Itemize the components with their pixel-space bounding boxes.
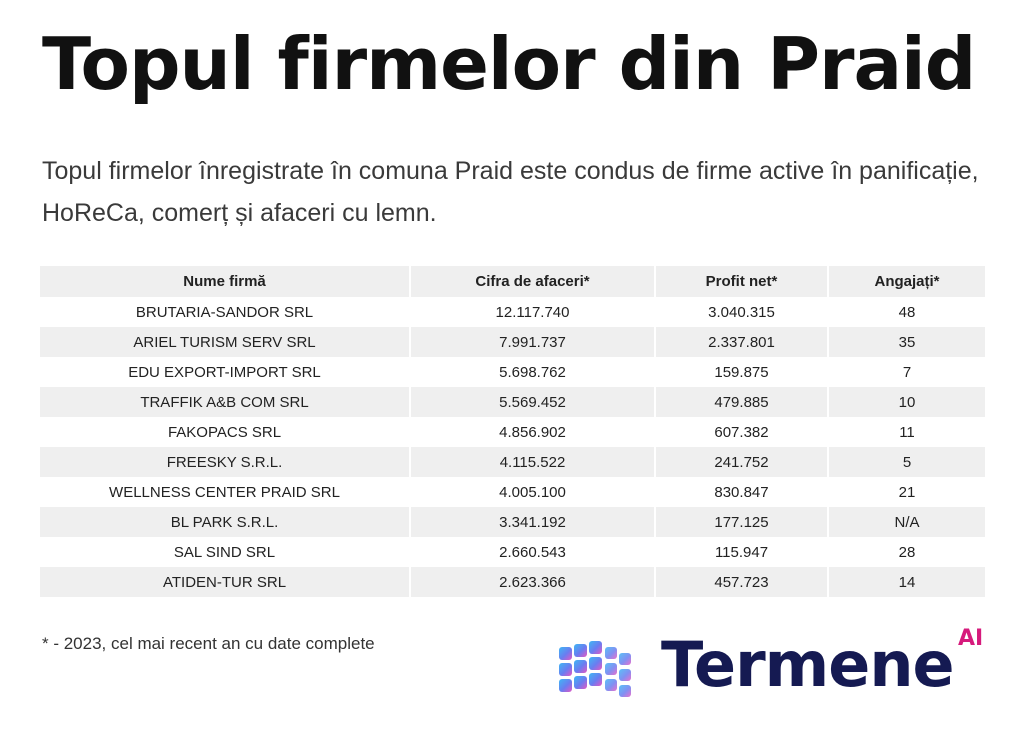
cell-employees: 11: [828, 417, 985, 447]
termene-logo: Termene AI: [553, 628, 993, 708]
table-row: ATIDEN-TUR SRL 2.623.366 457.723 14: [40, 567, 985, 597]
cell-firm-name: EDU EXPORT-IMPORT SRL: [40, 357, 410, 387]
cell-net-profit: 159.875: [655, 357, 828, 387]
table-row: TRAFFIK A&B COM SRL 5.569.452 479.885 10: [40, 387, 985, 417]
cell-firm-name: WELLNESS CENTER PRAID SRL: [40, 477, 410, 507]
cell-firm-name: SAL SIND SRL: [40, 537, 410, 567]
table-row: EDU EXPORT-IMPORT SRL 5.698.762 159.875 7: [40, 357, 985, 387]
cell-employees: 35: [828, 327, 985, 357]
cube-grid-icon: [553, 633, 645, 705]
table-row: SAL SIND SRL 2.660.543 115.947 28: [40, 537, 985, 567]
page-subtitle: Topul firmelor înregistrate în comuna Pr…: [42, 150, 982, 234]
table-row: ARIEL TURISM SERV SRL 7.991.737 2.337.801 3…: [40, 327, 985, 357]
cell-net-profit: 479.885: [655, 387, 828, 417]
cell-revenue: 5.698.762: [410, 357, 655, 387]
cell-employees: 10: [828, 387, 985, 417]
cell-revenue: 5.569.452: [410, 387, 655, 417]
table-header-row: Nume firmă Cifra de afaceri* Profit net*…: [40, 266, 985, 297]
cell-revenue: 2.660.543: [410, 537, 655, 567]
cell-net-profit: 177.125: [655, 507, 828, 537]
firms-table: Nume firmă Cifra de afaceri* Profit net*…: [40, 266, 985, 597]
cell-firm-name: BL PARK S.R.L.: [40, 507, 410, 537]
cell-employees: N/A: [828, 507, 985, 537]
cell-revenue: 4.856.902: [410, 417, 655, 447]
cell-employees: 28: [828, 537, 985, 567]
cell-net-profit: 607.382: [655, 417, 828, 447]
logo-ai-mark: AI: [958, 626, 983, 651]
header-net-profit: Profit net*: [655, 266, 828, 297]
table-row: BRUTARIA-SANDOR SRL 12.117.740 3.040.315 48: [40, 297, 985, 327]
cell-revenue: 2.623.366: [410, 567, 655, 597]
cell-net-profit: 3.040.315: [655, 297, 828, 327]
cell-revenue: 7.991.737: [410, 327, 655, 357]
cell-firm-name: TRAFFIK A&B COM SRL: [40, 387, 410, 417]
cell-firm-name: ATIDEN-TUR SRL: [40, 567, 410, 597]
cell-net-profit: 2.337.801: [655, 327, 828, 357]
cell-employees: 7: [828, 357, 985, 387]
cell-revenue: 3.341.192: [410, 507, 655, 537]
cell-employees: 14: [828, 567, 985, 597]
table-body: BRUTARIA-SANDOR SRL 12.117.740 3.040.315 48…: [40, 297, 985, 597]
table-row: FREESKY S.R.L. 4.115.522 241.752 5: [40, 447, 985, 477]
cell-net-profit: 830.847: [655, 477, 828, 507]
cell-revenue: 12.117.740: [410, 297, 655, 327]
cell-employees: 48: [828, 297, 985, 327]
cell-revenue: 4.005.100: [410, 477, 655, 507]
header-firm-name: Nume firmă: [40, 266, 410, 297]
header-revenue: Cifra de afaceri*: [410, 266, 655, 297]
table-row: FAKOPACS SRL 4.856.902 607.382 11: [40, 417, 985, 447]
table-row: BL PARK S.R.L. 3.341.192 177.125 N/A: [40, 507, 985, 537]
cell-net-profit: 457.723: [655, 567, 828, 597]
cell-firm-name: FAKOPACS SRL: [40, 417, 410, 447]
cell-employees: 5: [828, 447, 985, 477]
cell-firm-name: FREESKY S.R.L.: [40, 447, 410, 477]
cell-net-profit: 115.947: [655, 537, 828, 567]
cell-revenue: 4.115.522: [410, 447, 655, 477]
table-row: WELLNESS CENTER PRAID SRL 4.005.100 830.84…: [40, 477, 985, 507]
logo-wordmark: Termene: [661, 628, 954, 701]
page-title: Topul firmelor din Praid: [42, 22, 975, 106]
cell-employees: 21: [828, 477, 985, 507]
cell-net-profit: 241.752: [655, 447, 828, 477]
header-employees: Angajați*: [828, 266, 985, 297]
cell-firm-name: ARIEL TURISM SERV SRL: [40, 327, 410, 357]
cell-firm-name: BRUTARIA-SANDOR SRL: [40, 297, 410, 327]
footnote: * - 2023, cel mai recent an cu date comp…: [42, 634, 375, 654]
